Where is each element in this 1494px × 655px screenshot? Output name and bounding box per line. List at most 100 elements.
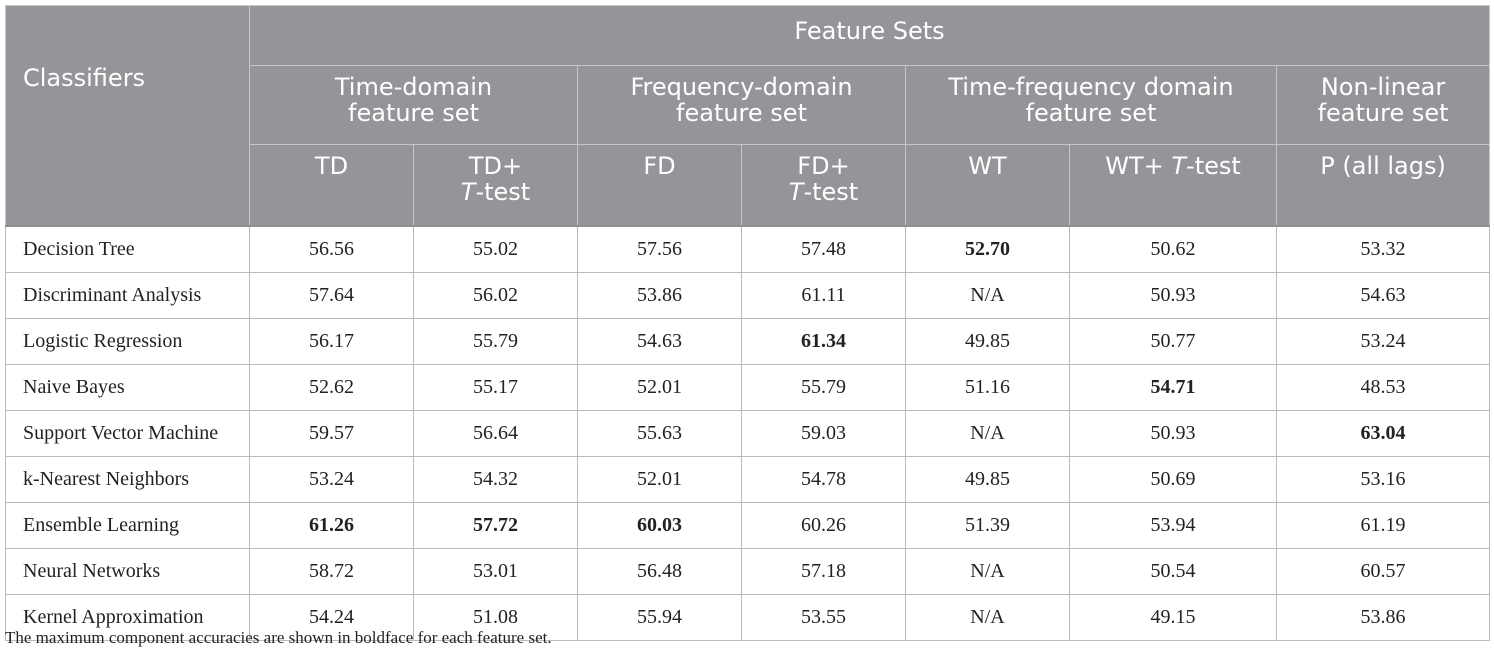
- group-header-line1: Time-frequency domain: [948, 73, 1234, 101]
- table-cell: 56.17: [249, 318, 414, 365]
- subheader-wt: WT: [905, 144, 1070, 227]
- table-cell: 54.24: [249, 594, 414, 641]
- table-cell: 55.17: [413, 364, 578, 411]
- table-cell: 50.93: [1069, 272, 1277, 319]
- subheader-t-suffix: -test: [803, 178, 859, 206]
- classifiers-header: Classifiers: [5, 5, 250, 227]
- table-cell: 57.64: [249, 272, 414, 319]
- table-row: Naive Bayes 52.62 55.17 52.01 55.79 51.1…: [5, 364, 1491, 411]
- row-label: Logistic Regression: [5, 318, 250, 365]
- table-cell: 59.03: [741, 410, 906, 457]
- table-cell: 50.54: [1069, 548, 1277, 595]
- table-cell: 55.02: [413, 225, 578, 273]
- table-cell: N/A: [905, 594, 1070, 641]
- table-cell: 59.57: [249, 410, 414, 457]
- table-cell: 54.63: [1275, 272, 1491, 319]
- table-cell: N/A: [905, 548, 1070, 595]
- table-cell: 57.48: [741, 225, 906, 273]
- table-cell: 61.19: [1275, 502, 1491, 549]
- table-cell: 52.01: [577, 456, 742, 503]
- table-row: Decision Tree 56.56 55.02 57.56 57.48 52…: [5, 225, 1491, 273]
- table-row: Ensemble Learning 61.26 57.72 60.03 60.2…: [5, 502, 1491, 549]
- row-label: Naive Bayes: [5, 364, 250, 411]
- group-header-time-frequency-domain: Time-frequency domain feature set: [905, 65, 1277, 145]
- group-header-line1: Non-linear: [1320, 73, 1446, 101]
- group-header-line2: feature set: [1317, 99, 1449, 127]
- table-cell: 60.26: [741, 502, 906, 549]
- row-label: Neural Networks: [5, 548, 250, 595]
- table-cell-max: 54.71: [1069, 364, 1277, 411]
- table-cell: 55.63: [577, 410, 742, 457]
- subheader-td: TD: [249, 144, 414, 227]
- row-label: Support Vector Machine: [5, 410, 250, 457]
- table-cell: 53.24: [1275, 318, 1491, 365]
- results-table: Classifiers Feature Sets Time-domain fea…: [5, 5, 1491, 641]
- subheader-fd: FD: [577, 144, 742, 227]
- table-cell: 53.01: [413, 548, 578, 595]
- subheader-fd-ttest: FD+ T-test: [741, 144, 906, 227]
- subheader-wt-ttest: WT+ T-test: [1069, 144, 1277, 227]
- table-cell: 56.64: [413, 410, 578, 457]
- table-cell: 56.48: [577, 548, 742, 595]
- table-row: Discriminant Analysis 57.64 56.02 53.86 …: [5, 272, 1491, 319]
- row-label: Ensemble Learning: [5, 502, 250, 549]
- table-cell: N/A: [905, 272, 1070, 319]
- table-cell: 53.24: [249, 456, 414, 503]
- table-cell: 51.39: [905, 502, 1070, 549]
- table-row: Support Vector Machine 59.57 56.64 55.63…: [5, 410, 1491, 457]
- group-header-line2: feature set: [676, 99, 807, 127]
- table-cell-max: 60.03: [577, 502, 742, 549]
- results-table-container: Classifiers Feature Sets Time-domain fea…: [5, 5, 1491, 641]
- table-cell: 56.02: [413, 272, 578, 319]
- row-label: Discriminant Analysis: [5, 272, 250, 319]
- table-row: k-Nearest Neighbors 53.24 54.32 52.01 54…: [5, 456, 1491, 503]
- table-cell: 57.18: [741, 548, 906, 595]
- table-cell: 55.79: [741, 364, 906, 411]
- table-cell: 53.86: [1275, 594, 1491, 641]
- table-cell: 52.62: [249, 364, 414, 411]
- table-cell: 56.56: [249, 225, 414, 273]
- row-label: Kernel Approximation: [5, 594, 250, 641]
- table-cell: 61.11: [741, 272, 906, 319]
- table-cell: 49.15: [1069, 594, 1277, 641]
- table-cell-max: 61.26: [249, 502, 414, 549]
- table-footnote: The maximum component accuracies are sho…: [5, 628, 552, 647]
- subheader-t-letter: T: [788, 178, 804, 206]
- subheader-td-ttest: TD+ T-test: [413, 144, 578, 227]
- table-cell: 60.57: [1275, 548, 1491, 595]
- subheader-prefix: TD+: [468, 152, 523, 180]
- group-header-line1: Frequency-domain: [630, 73, 853, 101]
- subheader-t-suffix: -test: [475, 178, 531, 206]
- table-cell: 49.85: [905, 456, 1070, 503]
- table-cell: 48.53: [1275, 364, 1491, 411]
- table-cell-max: 52.70: [905, 225, 1070, 273]
- table-cell: N/A: [905, 410, 1070, 457]
- table-cell: 58.72: [249, 548, 414, 595]
- subheader-prefix: WT+: [1105, 152, 1164, 180]
- table-cell: 54.32: [413, 456, 578, 503]
- table-cell: 53.32: [1275, 225, 1491, 273]
- table-cell: 50.69: [1069, 456, 1277, 503]
- group-header-line2: feature set: [348, 99, 479, 127]
- row-label: Decision Tree: [5, 225, 250, 273]
- feature-sets-header: Feature Sets: [248, 5, 1491, 66]
- table-cell: 50.93: [1069, 410, 1277, 457]
- group-header-line2: feature set: [1025, 99, 1157, 127]
- table-cell: 53.86: [577, 272, 742, 319]
- table-cell-max: 63.04: [1275, 410, 1491, 457]
- subheader-prefix: FD+: [797, 152, 850, 180]
- subheader-t-letter: T: [460, 178, 476, 206]
- table-cell-max: 61.34: [741, 318, 906, 365]
- table-cell: 51.16: [905, 364, 1070, 411]
- group-header-line1: Time-domain: [334, 73, 493, 101]
- table-cell: 54.63: [577, 318, 742, 365]
- subheader-t-suffix: -test: [1186, 152, 1241, 180]
- table-row: Neural Networks 58.72 53.01 56.48 57.18 …: [5, 548, 1491, 595]
- group-header-time-domain: Time-domain feature set: [249, 65, 578, 145]
- subheader-t-letter: T: [1171, 152, 1187, 180]
- table-cell: 49.85: [905, 318, 1070, 365]
- subheader-p-all-lags: P (all lags): [1275, 144, 1491, 227]
- table-cell: 53.94: [1069, 502, 1277, 549]
- table-cell-max: 57.72: [413, 502, 578, 549]
- table-cell: 50.62: [1069, 225, 1277, 273]
